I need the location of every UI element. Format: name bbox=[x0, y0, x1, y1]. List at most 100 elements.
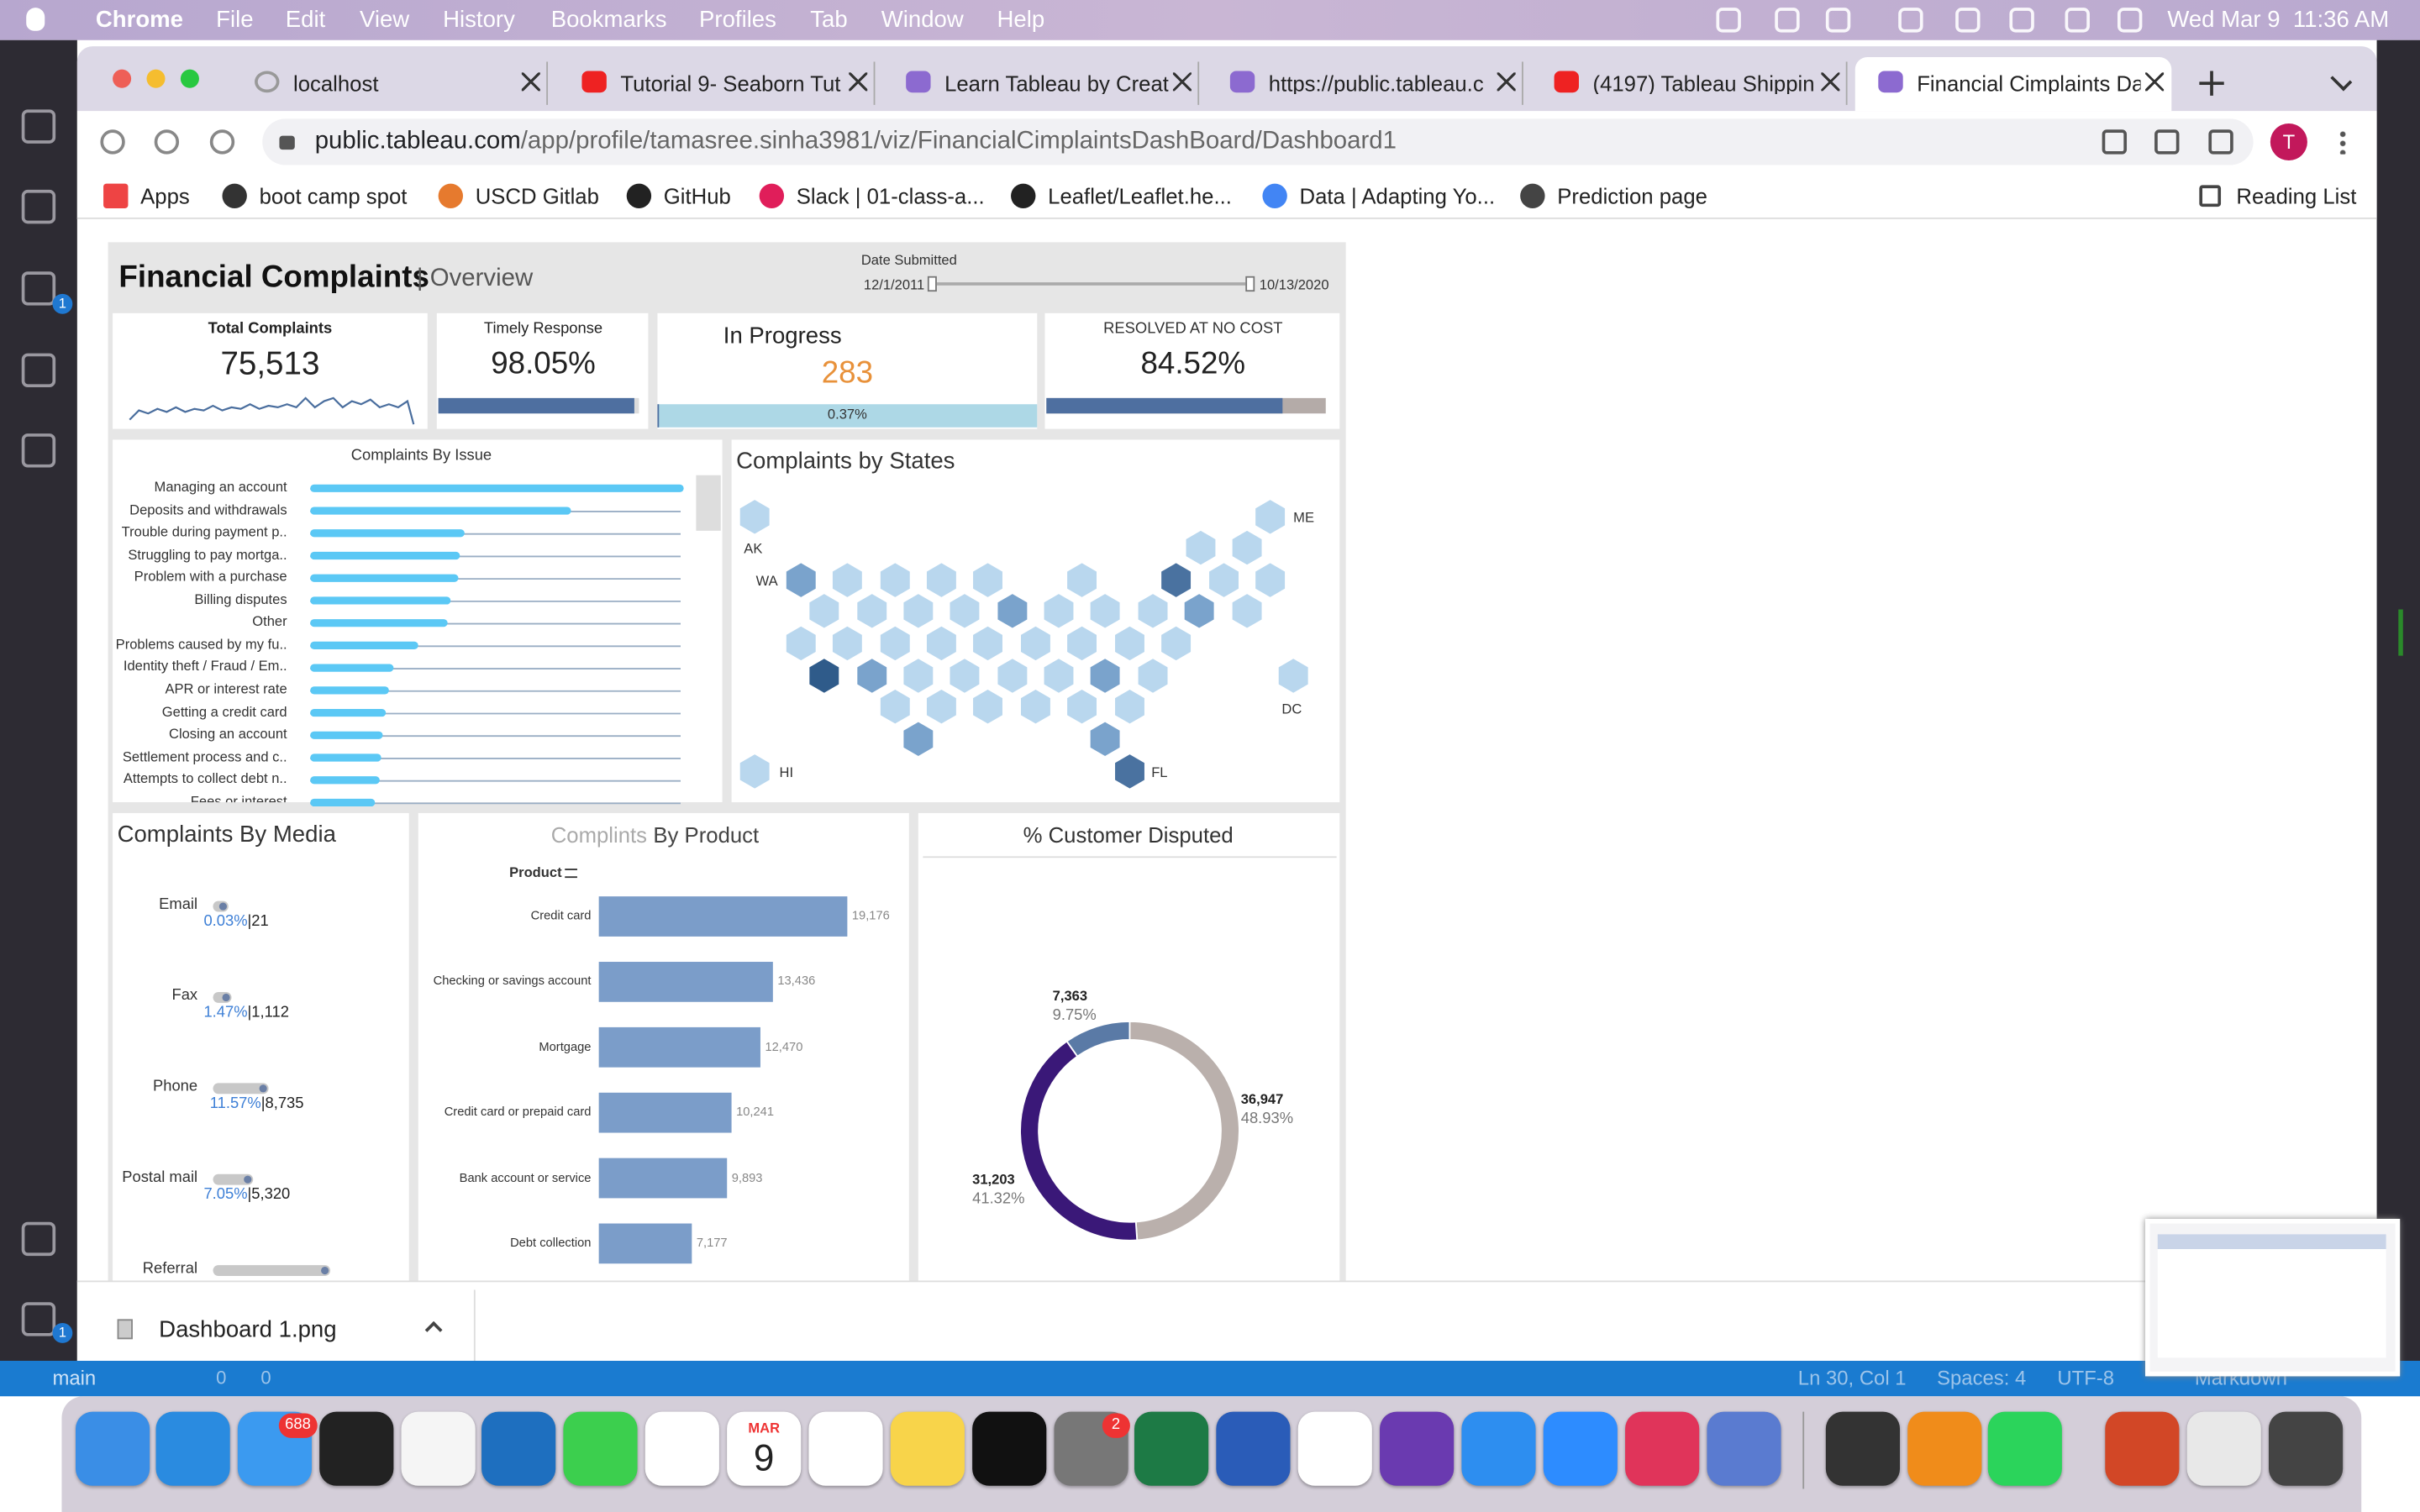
tab-close[interactable] bbox=[2145, 72, 2165, 92]
bookmark-icon[interactable] bbox=[626, 183, 652, 208]
status-icon[interactable] bbox=[2065, 8, 2090, 33]
tab[interactable] bbox=[232, 61, 549, 105]
tab-close[interactable] bbox=[1172, 72, 1192, 92]
bookmark-icon[interactable] bbox=[103, 183, 129, 208]
tab-title[interactable]: Financial Cimplaints Da bbox=[1917, 72, 2141, 95]
bookmark[interactable]: GitHub bbox=[663, 183, 731, 208]
tab-title[interactable]: Learn Tableau by Creat bbox=[944, 72, 1169, 95]
status-icon[interactable] bbox=[1716, 8, 1741, 33]
window-control[interactable] bbox=[180, 69, 199, 88]
bookmark-icon[interactable] bbox=[1011, 183, 1036, 208]
dock-icon[interactable] bbox=[972, 1411, 1047, 1486]
activity-icon[interactable] bbox=[21, 271, 56, 306]
status-spaces[interactable]: Spaces: 4 bbox=[1937, 1366, 2027, 1389]
status-icon[interactable] bbox=[1825, 8, 1851, 33]
dock-icon[interactable] bbox=[481, 1411, 556, 1486]
status-icon[interactable] bbox=[1775, 8, 1800, 33]
active-tab[interactable] bbox=[1854, 56, 2172, 112]
download-file[interactable]: Dashboard 1.png bbox=[159, 1316, 337, 1343]
reading-list-icon[interactable] bbox=[2199, 185, 2222, 207]
dock-icon[interactable] bbox=[563, 1411, 638, 1486]
dock-icon[interactable] bbox=[76, 1411, 150, 1486]
menu-item[interactable]: Bookmarks bbox=[550, 7, 667, 34]
dock-icon[interactable] bbox=[808, 1411, 883, 1486]
status-cursor[interactable]: Ln 30, Col 1 bbox=[1797, 1366, 1907, 1389]
dock-icon[interactable] bbox=[644, 1411, 719, 1486]
bookmark[interactable]: Apps bbox=[140, 183, 190, 208]
status-icon[interactable] bbox=[2009, 8, 2034, 33]
tab[interactable] bbox=[1531, 61, 1848, 105]
status-icon[interactable] bbox=[1955, 8, 1981, 33]
dock-icon[interactable] bbox=[1297, 1411, 1372, 1486]
menu-item[interactable]: View bbox=[359, 7, 410, 34]
dock-icon[interactable] bbox=[1907, 1411, 1982, 1486]
tab-title[interactable]: https://public.tableau.c bbox=[1268, 72, 1484, 95]
activity-icon[interactable] bbox=[21, 353, 56, 388]
dock-icon[interactable] bbox=[2105, 1411, 2180, 1486]
status-icon[interactable] bbox=[2118, 8, 2143, 33]
dock-icon[interactable] bbox=[890, 1411, 965, 1486]
dock-icon[interactable] bbox=[1216, 1411, 1291, 1486]
bookmark-icon[interactable] bbox=[222, 183, 247, 208]
dock-icon[interactable] bbox=[1461, 1411, 1536, 1486]
dock-icon[interactable] bbox=[1625, 1411, 1700, 1486]
toolbar-icon[interactable] bbox=[2102, 129, 2128, 155]
tab-title[interactable]: localhost bbox=[292, 72, 379, 95]
bookmark-icon[interactable] bbox=[759, 183, 785, 208]
tab-close[interactable] bbox=[1497, 72, 1516, 92]
dock-icon[interactable] bbox=[1543, 1411, 1618, 1486]
dock-icon[interactable] bbox=[1380, 1411, 1455, 1486]
reading-list[interactable]: Reading List bbox=[2236, 183, 2357, 208]
activity-icon[interactable] bbox=[21, 433, 56, 468]
tab-title[interactable]: Tutorial 9- Seaborn Tut bbox=[620, 72, 841, 95]
window-control[interactable] bbox=[113, 69, 132, 88]
status-icon[interactable] bbox=[1898, 8, 1923, 33]
tab-close[interactable] bbox=[849, 72, 868, 92]
window-control[interactable] bbox=[146, 69, 166, 88]
tab-close[interactable] bbox=[1821, 72, 1840, 92]
menu-item[interactable]: Edit bbox=[285, 7, 326, 34]
profile-avatar[interactable] bbox=[2270, 123, 2307, 161]
dock-icon[interactable] bbox=[155, 1411, 230, 1486]
scrollbar[interactable] bbox=[696, 475, 721, 531]
menu-item[interactable]: Tab bbox=[810, 7, 848, 34]
tab[interactable] bbox=[559, 61, 876, 105]
menu-item[interactable]: Window bbox=[881, 7, 964, 34]
tab-title[interactable]: (4197) Tableau Shippin bbox=[1592, 72, 1815, 95]
menu-item[interactable]: Help bbox=[997, 7, 1045, 34]
activity-icon[interactable] bbox=[21, 189, 56, 224]
tab[interactable] bbox=[1207, 61, 1523, 105]
nav-button[interactable] bbox=[209, 129, 235, 155]
dock-icon[interactable] bbox=[1707, 1411, 1781, 1486]
dock-icon[interactable] bbox=[1825, 1411, 1901, 1486]
bookmark-icon[interactable] bbox=[1262, 183, 1287, 208]
nav-button[interactable] bbox=[154, 129, 180, 155]
bookmark[interactable]: Data | Adapting Yo... bbox=[1299, 183, 1496, 208]
bookmark[interactable]: Leaflet/Leaflet.he... bbox=[1048, 183, 1232, 208]
dock-icon[interactable] bbox=[401, 1411, 476, 1486]
toolbar-icon[interactable] bbox=[2154, 129, 2180, 155]
dock-icon[interactable] bbox=[319, 1411, 394, 1486]
bookmark[interactable]: Slack | 01-class-a... bbox=[796, 183, 985, 208]
menu-app[interactable]: Chrome bbox=[95, 7, 183, 34]
activity-icon[interactable] bbox=[21, 1302, 56, 1336]
toolbar-icon[interactable] bbox=[2208, 129, 2233, 155]
status-branch[interactable]: main bbox=[52, 1366, 97, 1389]
new-tab[interactable] bbox=[2199, 71, 2224, 96]
slider-handle[interactable] bbox=[927, 276, 937, 292]
activity-icon[interactable] bbox=[21, 1221, 56, 1257]
menu-item[interactable]: File bbox=[216, 7, 254, 34]
dock-icon[interactable] bbox=[2186, 1411, 2261, 1486]
bookmark-icon[interactable] bbox=[438, 183, 464, 208]
nav-button[interactable] bbox=[100, 129, 125, 155]
bookmark[interactable]: boot camp spot bbox=[259, 183, 408, 208]
slider-handle[interactable] bbox=[1245, 276, 1255, 292]
menu-item[interactable]: Profiles bbox=[699, 7, 776, 34]
status-encoding[interactable]: UTF-8 bbox=[2057, 1366, 2115, 1389]
dock-icon[interactable] bbox=[1987, 1411, 2062, 1486]
omnibox[interactable] bbox=[262, 118, 2254, 165]
dock-icon[interactable] bbox=[727, 1411, 802, 1486]
dock-icon[interactable] bbox=[2269, 1411, 2344, 1486]
bookmark[interactable]: USCD Gitlab bbox=[475, 183, 599, 208]
menu-item[interactable]: History bbox=[443, 7, 515, 34]
